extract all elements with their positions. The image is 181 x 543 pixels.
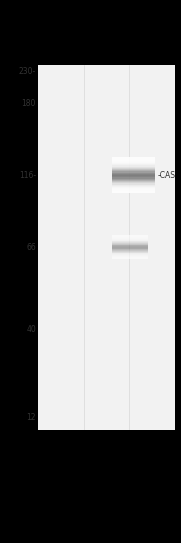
Text: 12: 12 xyxy=(26,414,36,422)
Text: 40: 40 xyxy=(26,325,36,334)
Bar xyxy=(112,185,155,186)
Text: 66: 66 xyxy=(26,243,36,251)
Bar xyxy=(112,240,148,241)
Bar xyxy=(112,179,155,180)
Text: 116-: 116- xyxy=(19,171,36,180)
Bar xyxy=(112,174,155,175)
Bar xyxy=(112,167,155,168)
Bar xyxy=(112,160,155,161)
Bar xyxy=(175,65,181,430)
Bar xyxy=(112,257,148,258)
Bar xyxy=(112,188,155,190)
Bar xyxy=(112,242,148,243)
Bar xyxy=(112,246,148,247)
Text: 116-: 116- xyxy=(19,171,36,180)
Bar xyxy=(112,244,148,245)
Bar xyxy=(112,175,155,176)
Bar xyxy=(112,243,148,244)
Bar xyxy=(112,255,148,256)
Bar xyxy=(112,172,155,173)
Bar xyxy=(38,65,175,430)
Bar xyxy=(112,158,155,160)
Bar xyxy=(112,157,155,158)
Bar xyxy=(112,252,148,254)
Bar xyxy=(112,169,155,170)
Bar xyxy=(112,256,148,257)
Bar xyxy=(112,251,148,252)
Bar xyxy=(112,162,155,163)
Text: 230-: 230- xyxy=(19,67,36,77)
Bar xyxy=(112,236,148,237)
Bar xyxy=(112,191,155,192)
Bar xyxy=(112,248,148,249)
Bar xyxy=(112,166,155,167)
Bar xyxy=(0,65,38,430)
Bar xyxy=(112,238,148,239)
Bar xyxy=(112,186,155,187)
Text: 180: 180 xyxy=(22,98,36,108)
Bar xyxy=(112,237,148,238)
Bar xyxy=(112,254,148,255)
Text: 66: 66 xyxy=(26,243,36,251)
Bar xyxy=(112,241,148,242)
Bar xyxy=(112,184,155,185)
Text: 12: 12 xyxy=(26,414,36,422)
Bar xyxy=(112,250,148,251)
Bar xyxy=(112,163,155,164)
Text: 180: 180 xyxy=(22,98,36,108)
Bar xyxy=(0,0,181,65)
Bar xyxy=(112,249,148,250)
Bar xyxy=(112,170,155,172)
Bar xyxy=(0,430,181,543)
Bar xyxy=(112,182,155,184)
Text: -CAST: -CAST xyxy=(158,171,181,180)
Bar xyxy=(112,178,155,179)
Bar xyxy=(112,187,155,188)
Bar xyxy=(112,176,155,178)
Bar xyxy=(112,180,155,181)
Text: 40: 40 xyxy=(26,325,36,334)
Bar xyxy=(112,161,155,162)
Bar xyxy=(112,181,155,182)
Bar xyxy=(112,235,148,236)
Bar xyxy=(112,190,155,191)
Bar xyxy=(112,239,148,240)
Bar xyxy=(112,173,155,174)
Bar xyxy=(112,258,148,259)
Bar xyxy=(112,168,155,169)
Bar xyxy=(112,192,155,193)
Bar xyxy=(112,245,148,246)
Bar xyxy=(112,247,148,248)
Text: 230-: 230- xyxy=(19,67,36,77)
Bar xyxy=(112,164,155,166)
